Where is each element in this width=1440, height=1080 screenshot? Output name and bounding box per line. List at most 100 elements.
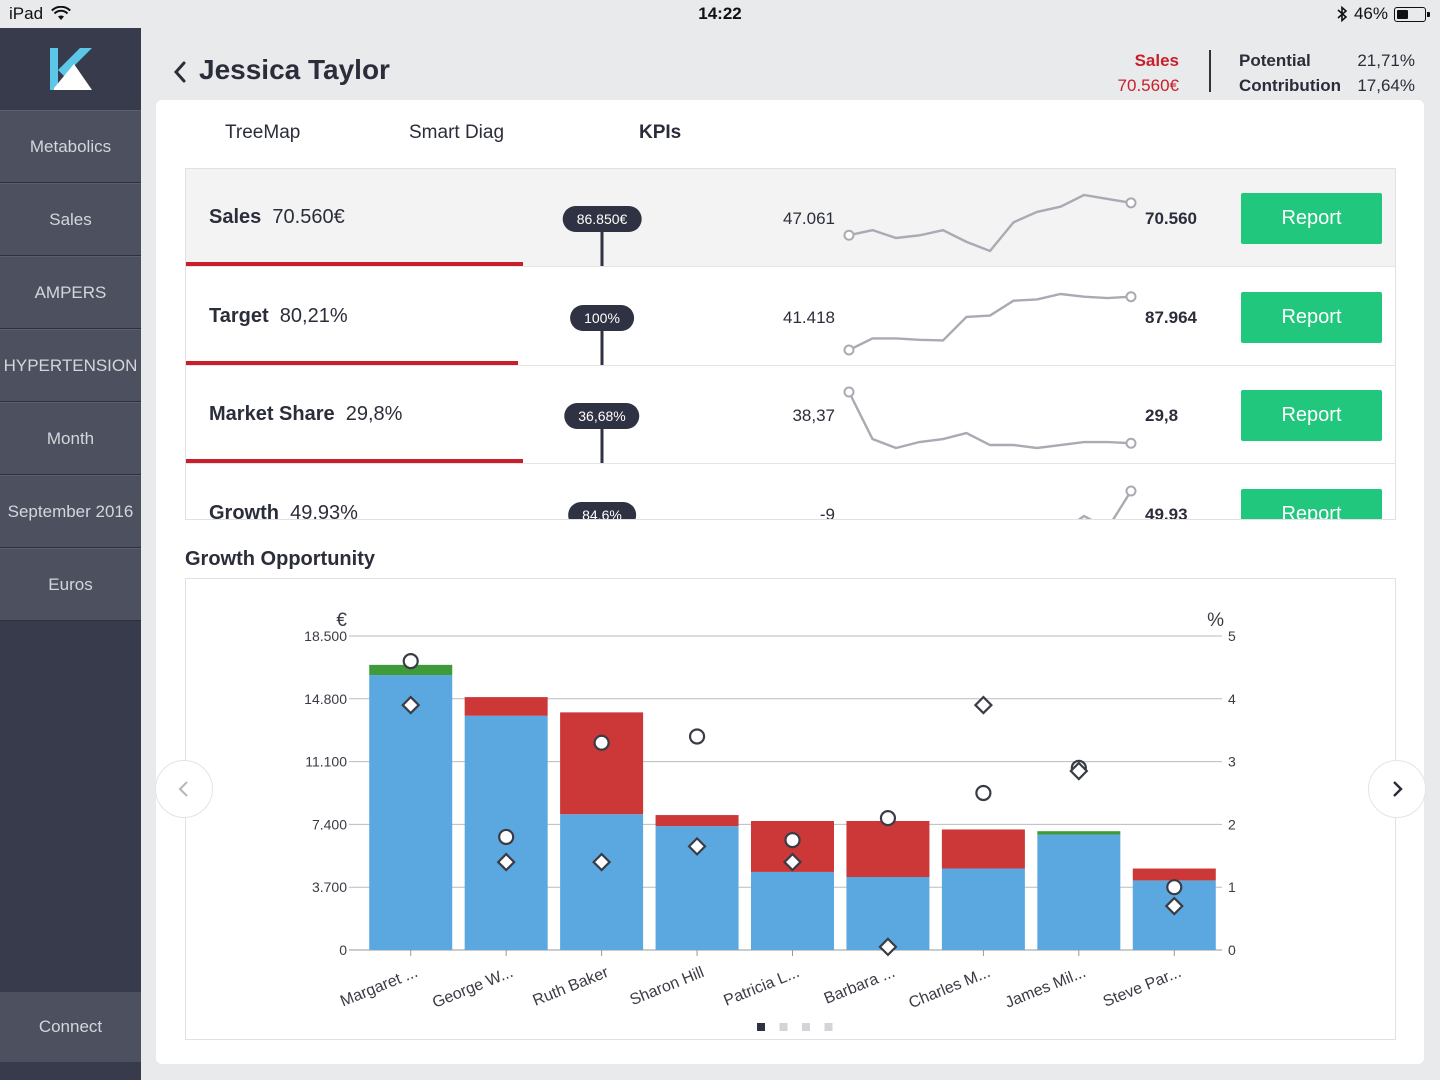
kpi-sparkline: [843, 290, 1137, 355]
sparkline-start-point: [843, 386, 855, 398]
report-button[interactable]: Report: [1241, 390, 1382, 441]
sparkline-path: [1077, 489, 1133, 519]
header-sales-label: Sales: [1134, 51, 1179, 70]
sidebar-item-september-2016[interactable]: September 2016: [0, 475, 141, 548]
kpi-label: Growth 49.93%: [209, 501, 358, 520]
sparkline-start-point: [843, 229, 855, 241]
sidebar-item-euros[interactable]: Euros: [0, 548, 141, 621]
diamond-marker: [401, 695, 421, 715]
y-left-tick-label: 7.400: [312, 816, 347, 832]
kpi-end-value: 87.964: [1145, 307, 1197, 327]
sparkline-end-point: [1125, 485, 1137, 496]
sparkline-path: [848, 193, 1132, 253]
sparkline-path: [848, 292, 1132, 351]
circle-marker: [879, 810, 897, 827]
sparkline-end-point: [1125, 437, 1137, 449]
y-left-tick-label: 3.700: [312, 879, 347, 895]
kpi-sparkline: [843, 193, 1137, 253]
y-right-tick-label: 2: [1228, 816, 1236, 832]
growth-chart-svg: 0 0 3.700 1 7.400 2 11.100 3 14.800 4 18.500 5 € % Mar…: [304, 610, 1236, 1031]
kpi-progress-bar: [186, 262, 523, 266]
sidebar-item-ampers[interactable]: AMPERS: [0, 256, 141, 329]
device-label: iPad: [9, 4, 44, 23]
bar-segment-0: [1037, 834, 1121, 950]
y-right-tick-label: 0: [1228, 942, 1236, 958]
x-tick-label: Ruth Baker: [531, 964, 612, 1010]
chevron-left-icon: [178, 781, 188, 797]
potential-value: 21,71%: [1357, 51, 1415, 70]
circle-marker: [498, 828, 515, 846]
sparkline-end-point: [1125, 197, 1137, 209]
report-button[interactable]: Report: [1241, 488, 1382, 519]
contribution-label: Contribution: [1239, 76, 1341, 95]
kpi-progress-bar: [186, 360, 518, 365]
x-tick-label: Steve Par...: [1101, 964, 1184, 1011]
kpi-sparkline: [843, 386, 1137, 450]
chevron-right-icon: [1393, 781, 1403, 797]
potential-label: Potential: [1239, 51, 1311, 70]
bar-segment-1: [846, 821, 930, 878]
kpi-value: 70.560€: [272, 206, 345, 228]
kpi-progress-bar: [186, 459, 523, 463]
circle-marker: [1166, 879, 1183, 896]
diamond-marker: [496, 852, 516, 872]
bar-segment-0: [560, 814, 644, 950]
report-button[interactable]: Report: [1241, 193, 1382, 244]
kpi-row-market-share: Market Share 29,8% 36,68% 38,37 29,8 Rep…: [186, 366, 1395, 464]
sidebar-item-hypertension[interactable]: HYPERTENSION: [0, 329, 141, 402]
y-right-tick-label: 5: [1228, 628, 1236, 644]
kpi-end-value: 29,8: [1145, 406, 1179, 425]
kpi-target-stem: [600, 428, 604, 463]
clock: 14:22: [698, 4, 742, 23]
kpi-target-pill: 84.6%: [568, 501, 636, 519]
tab-treemap[interactable]: TreeMap: [225, 122, 301, 143]
contribution-value: 17,64%: [1357, 76, 1415, 95]
status-bar: iPad 14:22 46%: [0, 0, 1440, 28]
chart-next-button[interactable]: [1368, 760, 1426, 818]
sidebar: Metabolics Sales AMPERS HYPERTENSION Month Se…: [0, 28, 141, 1080]
x-tick-label: Margaret ...: [338, 964, 420, 1010]
diamond-marker: [782, 852, 803, 872]
connect-button[interactable]: Connect: [0, 992, 141, 1062]
diamond-marker: [1069, 761, 1089, 781]
header-sales: Sales 70.560€: [1118, 48, 1179, 98]
kpi-target-stem: [600, 329, 604, 365]
kpi-name: Market Share: [209, 403, 335, 425]
back-chevron-icon[interactable]: [170, 58, 190, 86]
kpi-start-value: -9: [819, 504, 835, 520]
bluetooth-icon: [1337, 5, 1348, 23]
sidebar-item-metabolics[interactable]: Metabolics: [0, 110, 141, 183]
tab-kpis[interactable]: KPIs: [639, 122, 682, 143]
app-logo: [0, 28, 141, 110]
kpi-value: 80,21%: [279, 304, 348, 327]
diamond-marker: [687, 836, 707, 856]
header-divider: [1209, 50, 1211, 92]
tab-smart-diag[interactable]: Smart Diag: [409, 122, 505, 143]
kpi-name: Sales: [209, 206, 262, 228]
kpi-row-target: Target 80,21% 100% 41.418 87.964 Report: [186, 268, 1395, 366]
bar-segment-1: [1132, 868, 1216, 881]
diamond-marker: [1164, 896, 1184, 916]
page-dot: [802, 1023, 810, 1031]
report-button[interactable]: Report: [1241, 291, 1382, 343]
chart-prev-button[interactable]: [155, 760, 213, 818]
bar-segment-2: [369, 664, 453, 676]
bar-segment-0: [941, 868, 1025, 950]
logo-icon: [49, 48, 92, 90]
kpi-value: 49.93%: [290, 501, 358, 520]
y-right-tick-label: 4: [1228, 691, 1236, 707]
sidebar-item-sales[interactable]: Sales: [0, 183, 141, 256]
header-sales-value: 70.560€: [1117, 76, 1179, 95]
x-tick-label: Barbara ...: [822, 964, 898, 1008]
kpi-name: Growth: [209, 501, 279, 520]
x-tick-label: Patricia L...: [721, 964, 802, 1010]
kpi-sparkline: [1077, 485, 1137, 519]
kpi-list: Sales 70.560€ 86.850€ 47.061 70.560 Repo…: [185, 168, 1396, 520]
bar-segment-2: [1037, 831, 1121, 835]
sidebar-item-month[interactable]: Month: [0, 402, 141, 475]
x-tick-label: George W...: [430, 964, 516, 1012]
kpi-target-stem: [600, 231, 604, 266]
growth-opportunity-title: Growth Opportunity: [185, 548, 375, 570]
kpi-name: Target: [209, 304, 269, 327]
kpi-label: Target 80,21%: [209, 305, 348, 328]
